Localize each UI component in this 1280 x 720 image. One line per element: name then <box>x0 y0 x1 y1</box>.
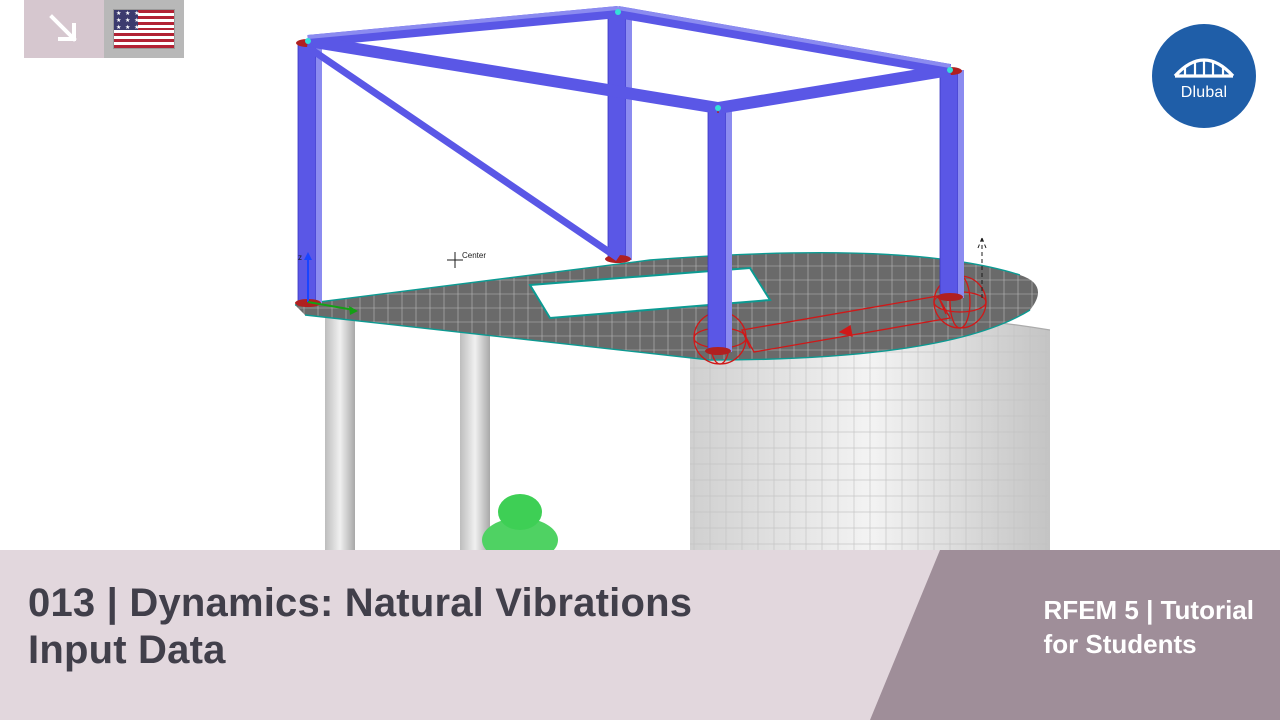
arrow-badge <box>24 0 104 58</box>
title-block: 013 | Dynamics: Natural Vibrations Input… <box>28 580 692 674</box>
subtitle-wedge: RFEM 5 | Tutorial for Students <box>870 550 1280 720</box>
us-flag-icon <box>113 9 175 49</box>
axis-z-label: z <box>298 253 302 262</box>
subtitle-line1: RFEM 5 | Tutorial <box>1044 594 1254 628</box>
title-band: 013 | Dynamics: Natural Vibrations Input… <box>0 550 1280 720</box>
subtitle-text: RFEM 5 | Tutorial for Students <box>1044 594 1254 662</box>
bridge-icon <box>1173 50 1235 82</box>
center-marker: Center <box>447 251 486 268</box>
arrow-down-right-icon <box>46 11 82 47</box>
logo-brand-text: Dlubal <box>1181 84 1228 102</box>
flag-badge <box>104 0 184 58</box>
center-label-text: Center <box>462 251 486 260</box>
title-line1: 013 | Dynamics: Natural Vibrations <box>28 580 692 627</box>
model-viewport: z Center <box>150 0 1130 560</box>
top-left-badges <box>24 0 184 58</box>
thumbnail-stage: z Center <box>0 0 1280 720</box>
slab <box>295 253 1038 360</box>
dlubal-logo: Dlubal <box>1152 24 1256 128</box>
title-line2: Input Data <box>28 627 692 674</box>
column-left-1 <box>325 300 355 560</box>
subtitle-line2: for Students <box>1044 628 1254 662</box>
